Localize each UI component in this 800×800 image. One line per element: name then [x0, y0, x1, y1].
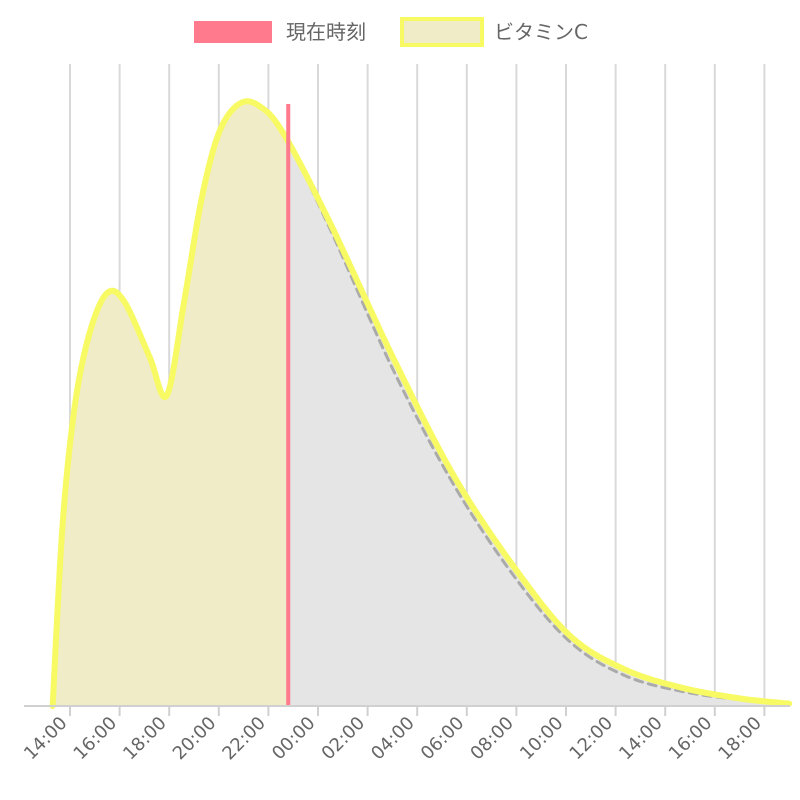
legend-label-vitamin-c: ビタミンC	[494, 20, 588, 44]
area-past-fill	[52, 101, 289, 707]
x-tick-label: 00:00	[268, 713, 320, 765]
area-future-fill	[288, 142, 790, 707]
x-tick-label: 16:00	[665, 713, 717, 765]
x-tick-label: 14:00	[615, 713, 667, 765]
x-tick-label: 04:00	[367, 713, 419, 765]
x-tick-label: 18:00	[119, 713, 171, 765]
x-tick-label: 22:00	[218, 713, 270, 765]
x-tick-label: 02:00	[318, 713, 370, 765]
x-tick-label: 06:00	[417, 713, 469, 765]
legend-label-current-time: 現在時刻	[286, 20, 366, 44]
x-tick-label: 14:00	[20, 713, 72, 765]
plot-area	[49, 98, 793, 709]
legend: 現在時刻 ビタミンC	[194, 17, 588, 47]
x-tick-label: 12:00	[566, 713, 618, 765]
legend-swatch-current-time	[194, 21, 272, 43]
x-tick-label: 16:00	[70, 713, 122, 765]
vitamin-c-line	[49, 98, 793, 709]
x-axis: 14:0016:0018:0020:0022:0000:0002:0004:00…	[20, 705, 790, 765]
x-tick-label: 08:00	[466, 713, 518, 765]
x-tick-label: 18:00	[714, 713, 766, 765]
legend-swatch-vitamin-c	[400, 17, 484, 47]
x-tick-label: 10:00	[516, 713, 568, 765]
x-tick-label: 20:00	[169, 713, 221, 765]
